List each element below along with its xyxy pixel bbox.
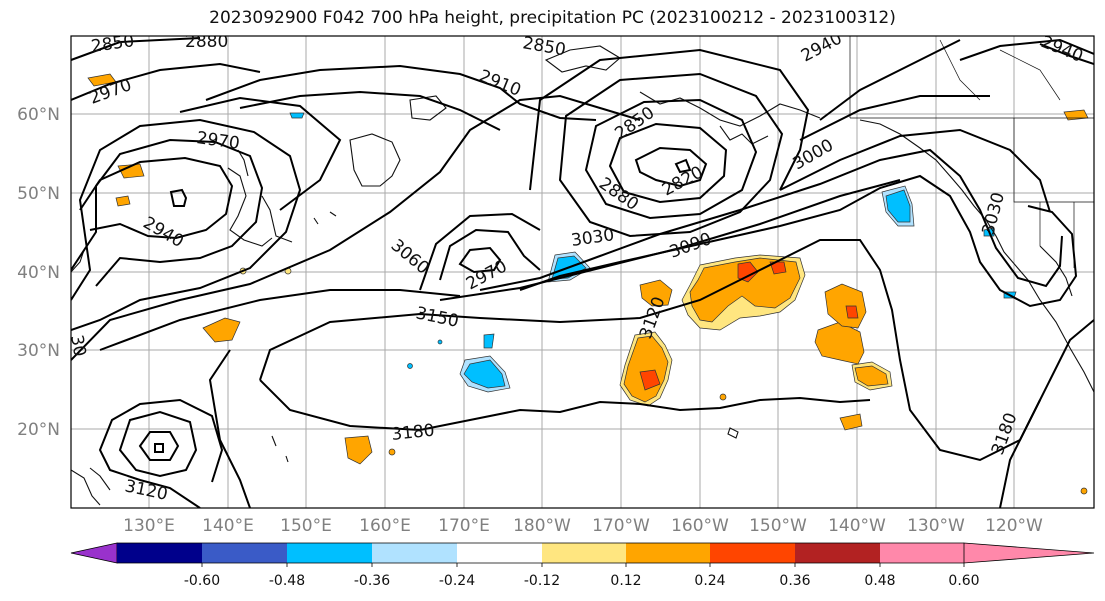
colorbar-segment [287, 543, 372, 563]
colorbar-tick-label: -0.12 [524, 573, 560, 589]
precip-positive-areas [87, 73, 1089, 495]
latitude-labels: 60°N 50°N 40°N 30°N 20°N [17, 105, 60, 440]
colorbar-tick-label: 0.36 [779, 573, 810, 589]
lat-label-30n: 30°N [17, 341, 60, 361]
lon-label-160w: 160°W [671, 516, 729, 536]
colorbar-tick-label: 0.60 [948, 573, 979, 589]
lat-label-40n: 40°N [17, 263, 60, 283]
contour-label: 3180 [390, 421, 435, 445]
graticule [71, 36, 1094, 508]
colorbar-tick-label: -0.48 [269, 573, 305, 589]
colorbar-segment [542, 543, 626, 563]
lon-label-170w: 170°W [592, 516, 650, 536]
colorbar-segment [880, 543, 964, 563]
colorbar-tick-label: 0.48 [864, 573, 895, 589]
colorbar-segment [457, 543, 542, 563]
colorbar-tick-label: 0.24 [694, 573, 725, 589]
colorbar-tick-label: -0.36 [354, 573, 390, 589]
lon-label-140e: 140°E [202, 516, 254, 536]
lat-label-50n: 50°N [17, 184, 60, 204]
map-frame [70, 35, 1095, 509]
colorbar-segment [372, 543, 457, 563]
lon-label-140w: 140°W [828, 516, 886, 536]
longitude-labels: 130°E 140°E 150°E 160°E 170°E 180°W 170°… [123, 516, 1043, 536]
colorbar-tick-label: 0.12 [610, 573, 641, 589]
lat-label-20n: 20°N [17, 420, 60, 440]
precip-negative-areas [289, 112, 1017, 393]
contour-label: 2880 [185, 32, 228, 52]
contour-label: 30 [66, 333, 89, 358]
lon-label-130w: 130°W [907, 516, 965, 536]
lon-label-120w: 120°W [985, 516, 1043, 536]
colorbar-tick-label: -0.60 [184, 573, 220, 589]
lat-label-60n: 60°N [17, 105, 60, 125]
map-title: 2023092900 F042 700 hPa height, precipit… [209, 8, 896, 28]
colorbar-extend-left [70, 542, 118, 564]
lon-label-150e: 150°E [280, 516, 332, 536]
colorbar-segment [795, 543, 880, 563]
height-contours [71, 37, 1094, 508]
coastlines [71, 45, 1094, 506]
colorbar-segment [117, 543, 202, 563]
lon-label-160e: 160°E [359, 516, 411, 536]
borders [849, 36, 1094, 268]
lon-label-180w: 180°W [513, 516, 571, 536]
colorbar-tick-label: -0.24 [439, 573, 475, 589]
colorbar-segment [626, 543, 710, 563]
contour-label: 2850 [90, 31, 136, 57]
colorbar-extend-right [963, 542, 1095, 564]
lon-label-150w: 150°W [749, 516, 807, 536]
lon-label-170e: 170°E [438, 516, 490, 536]
colorbar: -0.60 -0.48 -0.36 -0.24 -0.12 0.12 0.24 … [70, 542, 1095, 589]
lon-label-130e: 130°E [123, 516, 175, 536]
colorbar-segment [710, 543, 795, 563]
colorbar-segment [202, 543, 287, 563]
map-panel: 2850 2880 2970 2850 2910 2940 2940 2970 … [66, 31, 1094, 508]
